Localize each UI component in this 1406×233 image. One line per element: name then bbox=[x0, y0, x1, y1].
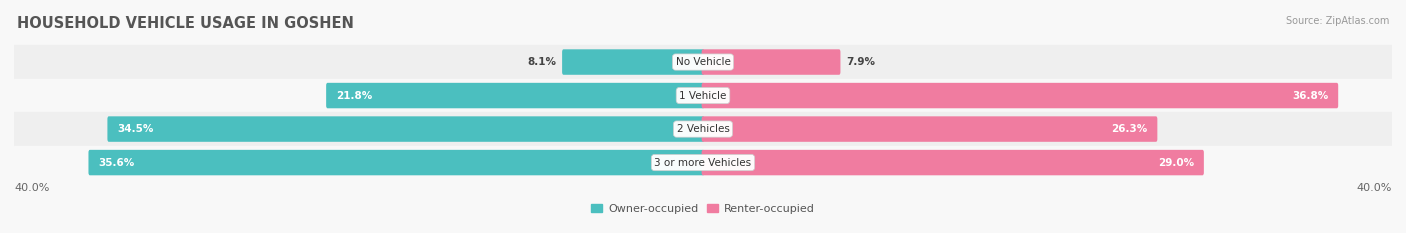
Text: 21.8%: 21.8% bbox=[336, 91, 373, 101]
FancyBboxPatch shape bbox=[702, 150, 1204, 175]
Text: No Vehicle: No Vehicle bbox=[675, 57, 731, 67]
Text: 8.1%: 8.1% bbox=[527, 57, 557, 67]
Text: 35.6%: 35.6% bbox=[98, 158, 135, 168]
Text: 40.0%: 40.0% bbox=[14, 183, 49, 193]
Text: 7.9%: 7.9% bbox=[846, 57, 875, 67]
FancyBboxPatch shape bbox=[702, 83, 1339, 108]
FancyBboxPatch shape bbox=[89, 150, 704, 175]
Text: Source: ZipAtlas.com: Source: ZipAtlas.com bbox=[1285, 16, 1389, 26]
Text: 34.5%: 34.5% bbox=[117, 124, 153, 134]
Bar bbox=[14, 79, 1392, 112]
Text: 3 or more Vehicles: 3 or more Vehicles bbox=[654, 158, 752, 168]
Text: 36.8%: 36.8% bbox=[1292, 91, 1329, 101]
Bar bbox=[14, 146, 1392, 179]
FancyBboxPatch shape bbox=[702, 116, 1157, 142]
Text: 29.0%: 29.0% bbox=[1157, 158, 1194, 168]
Bar bbox=[14, 45, 1392, 79]
FancyBboxPatch shape bbox=[107, 116, 704, 142]
Bar bbox=[14, 112, 1392, 146]
Text: 1 Vehicle: 1 Vehicle bbox=[679, 91, 727, 101]
Legend: Owner-occupied, Renter-occupied: Owner-occupied, Renter-occupied bbox=[586, 199, 820, 218]
FancyBboxPatch shape bbox=[326, 83, 704, 108]
FancyBboxPatch shape bbox=[702, 49, 841, 75]
Text: 2 Vehicles: 2 Vehicles bbox=[676, 124, 730, 134]
Text: HOUSEHOLD VEHICLE USAGE IN GOSHEN: HOUSEHOLD VEHICLE USAGE IN GOSHEN bbox=[17, 16, 354, 31]
FancyBboxPatch shape bbox=[562, 49, 704, 75]
Text: 40.0%: 40.0% bbox=[1357, 183, 1392, 193]
Text: 26.3%: 26.3% bbox=[1111, 124, 1147, 134]
